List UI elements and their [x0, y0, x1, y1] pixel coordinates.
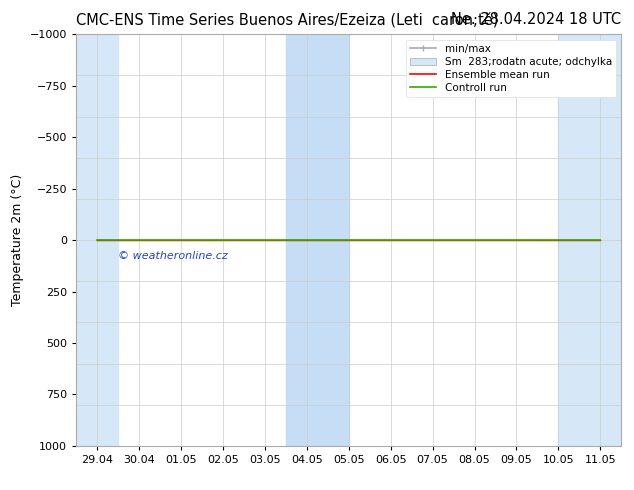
Text: Ne. 28.04.2024 18 UTC: Ne. 28.04.2024 18 UTC [451, 12, 621, 27]
Y-axis label: Temperature 2m (°C): Temperature 2m (°C) [11, 174, 24, 306]
Bar [286, 34, 349, 446]
Text: CMC-ENS Time Series Buenos Aires/Ezeiza (Leti  caron;tě): CMC-ENS Time Series Buenos Aires/Ezeiza … [76, 12, 498, 28]
Bar [559, 34, 621, 446]
Bar [76, 34, 118, 446]
Text: © weatheronline.cz: © weatheronline.cz [118, 251, 228, 262]
Legend: min/max, Sm  283;rodatn acute; odchylka, Ensemble mean run, Controll run: min/max, Sm 283;rodatn acute; odchylka, … [406, 40, 616, 97]
